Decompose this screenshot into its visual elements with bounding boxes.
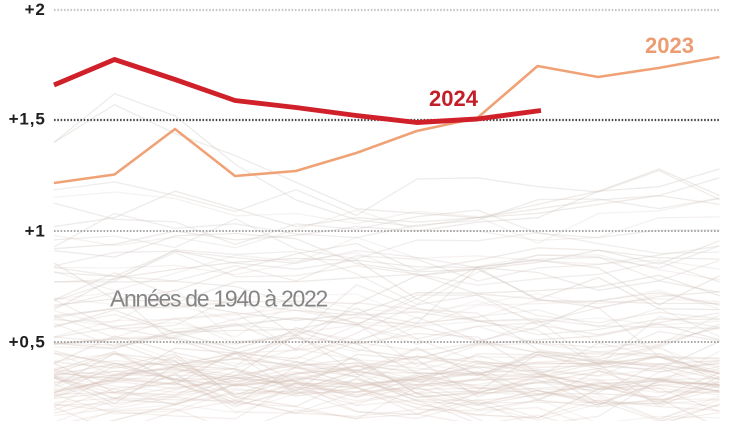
svg-text:2023: 2023: [645, 33, 694, 58]
svg-text:+0,5: +0,5: [9, 333, 46, 352]
svg-text:+1: +1: [25, 222, 46, 241]
svg-text:+1,5: +1,5: [9, 110, 46, 129]
svg-text:+2: +2: [25, 0, 46, 19]
svg-text:2024: 2024: [429, 86, 479, 111]
svg-text:Années de 1940 à 2022: Années de 1940 à 2022: [110, 286, 327, 312]
